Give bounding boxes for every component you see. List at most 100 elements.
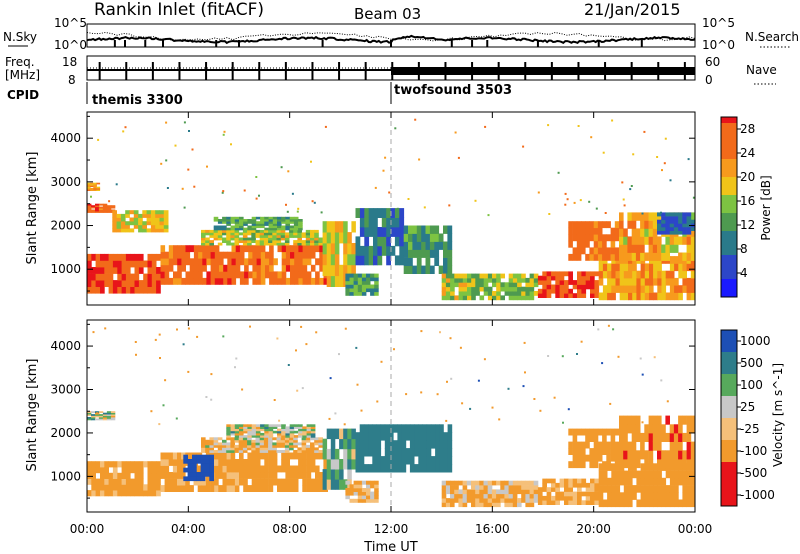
- heatmap-cell: [475, 273, 480, 279]
- heatmap-cell: [268, 439, 273, 443]
- heatmap-cell: [678, 230, 683, 235]
- power-ylabel: Slant Range [km]: [25, 152, 40, 265]
- heatmap-cell: [665, 216, 670, 221]
- heatmap-cell: [429, 233, 435, 242]
- heatmap-cell: [306, 428, 312, 432]
- heatmap-cell: [644, 424, 649, 434]
- heatmap-cell: [102, 211, 108, 213]
- heatmap-cell: [686, 450, 692, 460]
- heatmap-cell: [665, 470, 671, 479]
- heatmap-cell: [87, 211, 92, 213]
- heatmap-cell: [533, 277, 539, 283]
- heatmap-cell: [173, 271, 178, 279]
- heatmap-cell: [403, 225, 409, 234]
- scatter-cell: [287, 364, 290, 366]
- heatmap-cell: [315, 452, 320, 460]
- heatmap-cell: [117, 280, 122, 287]
- heatmap-cell: [361, 291, 367, 296]
- heatmap-cell: [525, 480, 530, 486]
- heatmap-cell: [230, 221, 236, 224]
- heatmap-cell: [479, 282, 485, 288]
- heatmap-cell: [390, 217, 396, 228]
- heatmap-cell: [106, 205, 112, 208]
- heatmap-cell: [447, 432, 453, 441]
- heatmap-cell: [661, 292, 667, 301]
- heatmap-cell: [112, 472, 118, 479]
- heatmap-cell: [164, 485, 170, 492]
- heatmap-cell: [380, 464, 386, 473]
- heatmap-cell: [483, 502, 489, 508]
- heatmap-cell: [345, 273, 350, 278]
- heatmap-cell: [164, 465, 170, 473]
- heatmap-cell: [310, 430, 316, 434]
- heatmap-cell: [104, 280, 109, 287]
- heatmap-cell: [345, 491, 350, 496]
- heatmap-cell: [121, 461, 127, 468]
- heatmap-cell: [268, 459, 274, 466]
- heatmap-cell: [87, 286, 92, 294]
- heatmap-cell: [343, 428, 348, 440]
- heatmap-cell: [234, 426, 240, 429]
- heatmap-cell: [264, 478, 269, 486]
- heatmap-cell: [100, 286, 105, 294]
- y-tick-label: 3000: [50, 175, 81, 189]
- heatmap-cell: [686, 227, 692, 231]
- heatmap-cell: [657, 270, 662, 279]
- heatmap-cell: [213, 237, 219, 241]
- heatmap-cell: [193, 478, 198, 486]
- heatmap-cell: [445, 502, 451, 508]
- heatmap-cell: [260, 245, 266, 253]
- heatmap-cell: [447, 241, 453, 250]
- heatmap-cell: [205, 459, 210, 464]
- heatmap-cell: [226, 428, 231, 432]
- heatmap-cell: [201, 447, 206, 451]
- heatmap-cell: [669, 492, 675, 500]
- heatmap-cell: [546, 491, 552, 497]
- heatmap-cell: [164, 478, 170, 486]
- heatmap-cell: [627, 415, 632, 425]
- heatmap-cell: [636, 477, 641, 486]
- heatmap-cell: [230, 452, 236, 460]
- heatmap-cell: [259, 229, 265, 233]
- heatmap-cell: [357, 284, 363, 289]
- heatmap-cell: [159, 228, 165, 233]
- heatmap-cell: [239, 424, 244, 427]
- heatmap-cell: [289, 232, 294, 236]
- heatmap-cell: [222, 232, 227, 236]
- scatter-cell: [660, 379, 663, 382]
- heatmap-cell: [521, 480, 526, 486]
- scatter-cell: [595, 207, 598, 210]
- heatmap-cell: [138, 484, 144, 491]
- heatmap-cell: [585, 253, 590, 261]
- heatmap-cell: [368, 217, 374, 228]
- heatmap-cell: [343, 253, 348, 266]
- heatmap-cell: [504, 493, 509, 499]
- heatmap-cell: [280, 442, 286, 446]
- heatmap-cell: [222, 442, 227, 446]
- scatter-cell: [255, 197, 258, 200]
- colorbar-tick-label: 28: [740, 122, 755, 136]
- scatter-cell: [663, 162, 666, 165]
- heatmap-cell: [134, 467, 140, 474]
- heatmap-cell: [537, 280, 543, 285]
- heatmap-cell: [125, 260, 131, 268]
- heatmap-cell: [623, 485, 629, 493]
- heatmap-cell: [359, 424, 365, 433]
- heatmap-cell: [226, 221, 231, 224]
- heatmap-cell: [326, 243, 332, 255]
- heatmap-cell: [156, 280, 161, 287]
- heatmap-cell: [585, 491, 591, 497]
- heatmap-cell: [399, 227, 405, 237]
- heatmap-cell: [289, 428, 295, 432]
- heatmap-cell: [487, 286, 493, 292]
- scatter-cell: [573, 201, 576, 204]
- heatmap-cell: [471, 273, 476, 279]
- heatmap-cell: [673, 212, 679, 217]
- heatmap-cell: [146, 221, 152, 226]
- heatmap-cell: [87, 188, 91, 190]
- heatmap-cell: [381, 217, 387, 228]
- heatmap-cell: [239, 225, 244, 229]
- heatmap-cell: [247, 240, 252, 243]
- heatmap-cell: [210, 251, 216, 259]
